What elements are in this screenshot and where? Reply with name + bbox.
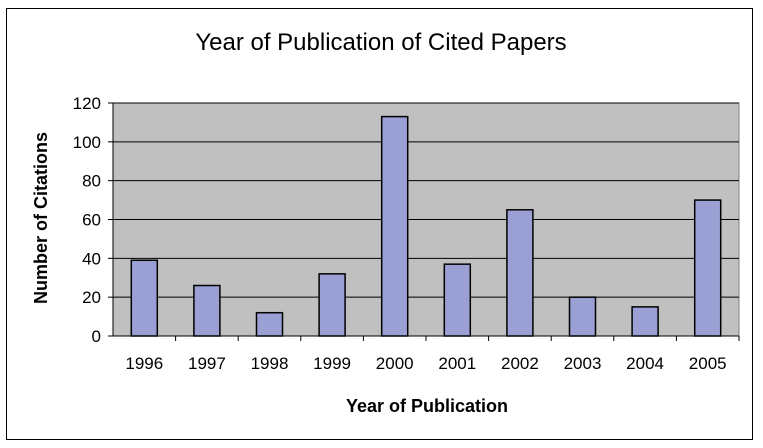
- y-axis-title: Number of Citations: [31, 132, 51, 304]
- x-tick-label: 2003: [564, 354, 602, 373]
- x-tick-label: 2004: [626, 354, 664, 373]
- x-tick-label: 1996: [125, 354, 163, 373]
- bar: [443, 263, 472, 337]
- x-tick-label: 2000: [376, 354, 414, 373]
- y-tick-label: 120: [73, 94, 101, 113]
- x-tick-label: 2002: [501, 354, 539, 373]
- bar: [631, 306, 659, 337]
- bar: [130, 259, 159, 337]
- bar: [693, 199, 722, 337]
- bar: [318, 273, 346, 337]
- y-tick-label: 60: [82, 211, 101, 230]
- bar: [380, 115, 409, 337]
- y-tick-label: 80: [82, 172, 101, 191]
- bar: [568, 296, 597, 337]
- x-tick-label: 2005: [689, 354, 727, 373]
- bar: [506, 209, 534, 337]
- y-tick-label: 40: [82, 249, 101, 268]
- x-tick-label: 2001: [438, 354, 476, 373]
- y-tick-label: 0: [92, 327, 101, 346]
- plot-area: 0 20 40 60 80 100 120 1996 1997 1998 1999 2000 2001 2…: [73, 94, 740, 373]
- x-tick-label: 1999: [313, 354, 351, 373]
- x-tick-label: 1997: [188, 354, 226, 373]
- x-axis-title: Year of Publication: [346, 396, 508, 416]
- chart-title: Year of Publication of Cited Papers: [195, 29, 566, 56]
- y-tick-label: 20: [82, 288, 101, 307]
- y-tick-label: 100: [73, 133, 101, 152]
- bar: [193, 284, 221, 337]
- bar: [255, 311, 284, 337]
- x-tick-label: 1998: [251, 354, 289, 373]
